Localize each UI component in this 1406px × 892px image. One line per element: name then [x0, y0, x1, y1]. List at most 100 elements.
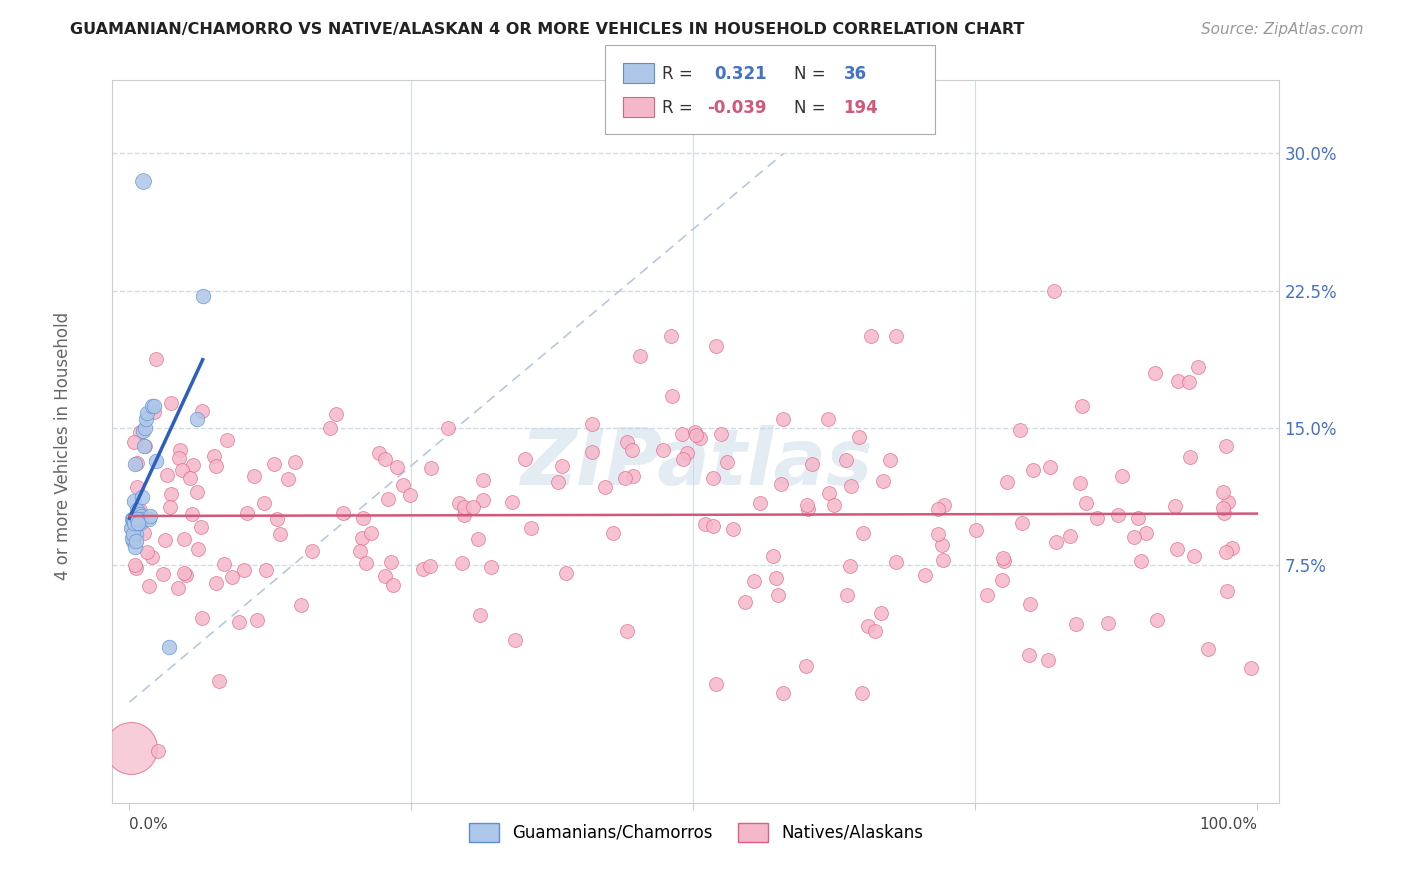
Point: [191, 404, 214, 418]
Point: [621, 468, 644, 483]
Point: [765, 570, 787, 584]
Point: [1022, 463, 1045, 477]
Point: [872, 474, 894, 488]
Point: [190, 519, 212, 533]
Point: [794, 658, 817, 673]
Point: [181, 508, 204, 522]
Point: [581, 445, 603, 459]
Point: [138, 579, 160, 593]
Text: 4 or more Vehicles in Household: 4 or more Vehicles in Household: [55, 312, 72, 580]
Point: [884, 555, 907, 569]
Text: R =: R =: [662, 99, 693, 117]
Point: [124, 558, 146, 572]
Point: [136, 545, 159, 559]
Point: [122, 514, 145, 528]
Point: [593, 479, 616, 493]
Point: [704, 677, 727, 691]
Point: [766, 588, 789, 602]
Point: [167, 450, 190, 465]
Point: [762, 549, 785, 563]
Point: [1064, 617, 1087, 632]
Point: [1212, 500, 1234, 515]
Point: [581, 417, 603, 432]
Point: [675, 446, 697, 460]
Point: [186, 411, 208, 425]
Point: [1216, 584, 1239, 599]
Point: [132, 174, 155, 188]
Point: [734, 595, 756, 609]
Point: [145, 352, 167, 367]
Text: N =: N =: [794, 99, 825, 117]
Point: [1111, 468, 1133, 483]
Point: [470, 608, 492, 623]
Point: [472, 493, 495, 508]
Point: [479, 560, 502, 574]
Point: [501, 494, 523, 508]
Point: [121, 512, 143, 526]
Point: [471, 473, 494, 487]
Point: [412, 562, 434, 576]
Point: [1220, 541, 1243, 556]
Point: [995, 475, 1018, 489]
Point: [461, 500, 484, 515]
Point: [127, 516, 149, 530]
Point: [1216, 495, 1239, 509]
Point: [927, 526, 949, 541]
Point: [453, 508, 475, 522]
Point: [991, 573, 1014, 587]
Point: [884, 329, 907, 343]
Point: [134, 439, 156, 453]
Point: [125, 534, 148, 549]
Point: [129, 512, 152, 526]
Point: [142, 405, 165, 419]
Point: [702, 519, 724, 533]
Point: [1074, 496, 1097, 510]
Point: [354, 557, 377, 571]
Point: [385, 460, 408, 475]
Point: [121, 531, 143, 545]
Point: [124, 517, 146, 532]
Point: [965, 523, 987, 537]
Point: [284, 455, 307, 469]
Point: [212, 558, 235, 572]
Point: [152, 566, 174, 581]
Point: [1215, 545, 1237, 559]
Point: [797, 502, 820, 516]
Point: [865, 624, 887, 639]
Point: [1146, 613, 1168, 627]
Point: [173, 532, 195, 546]
Text: Source: ZipAtlas.com: Source: ZipAtlas.com: [1201, 22, 1364, 37]
Point: [121, 521, 143, 535]
Point: [860, 329, 883, 343]
Point: [709, 426, 731, 441]
Point: [659, 329, 682, 343]
Point: [1085, 511, 1108, 525]
Point: [551, 458, 574, 473]
Point: [770, 477, 793, 491]
Point: [723, 522, 745, 536]
Point: [852, 525, 875, 540]
Point: [125, 560, 148, 574]
Point: [242, 469, 264, 483]
Point: [290, 598, 312, 612]
Text: 0.0%: 0.0%: [129, 817, 169, 832]
Point: [520, 521, 543, 535]
Point: [835, 453, 858, 467]
Point: [628, 349, 651, 363]
Point: [1043, 284, 1066, 298]
Point: [772, 411, 794, 425]
Text: -0.039: -0.039: [707, 99, 766, 117]
Point: [818, 486, 841, 500]
Point: [120, 740, 142, 755]
Point: [124, 540, 146, 554]
Point: [1107, 508, 1129, 522]
Point: [221, 570, 243, 584]
Point: [141, 550, 163, 565]
Point: [263, 457, 285, 471]
Point: [253, 496, 276, 510]
Point: [616, 624, 638, 639]
Point: [121, 512, 143, 526]
Point: [620, 443, 643, 458]
Point: [202, 449, 225, 463]
Point: [127, 512, 149, 526]
